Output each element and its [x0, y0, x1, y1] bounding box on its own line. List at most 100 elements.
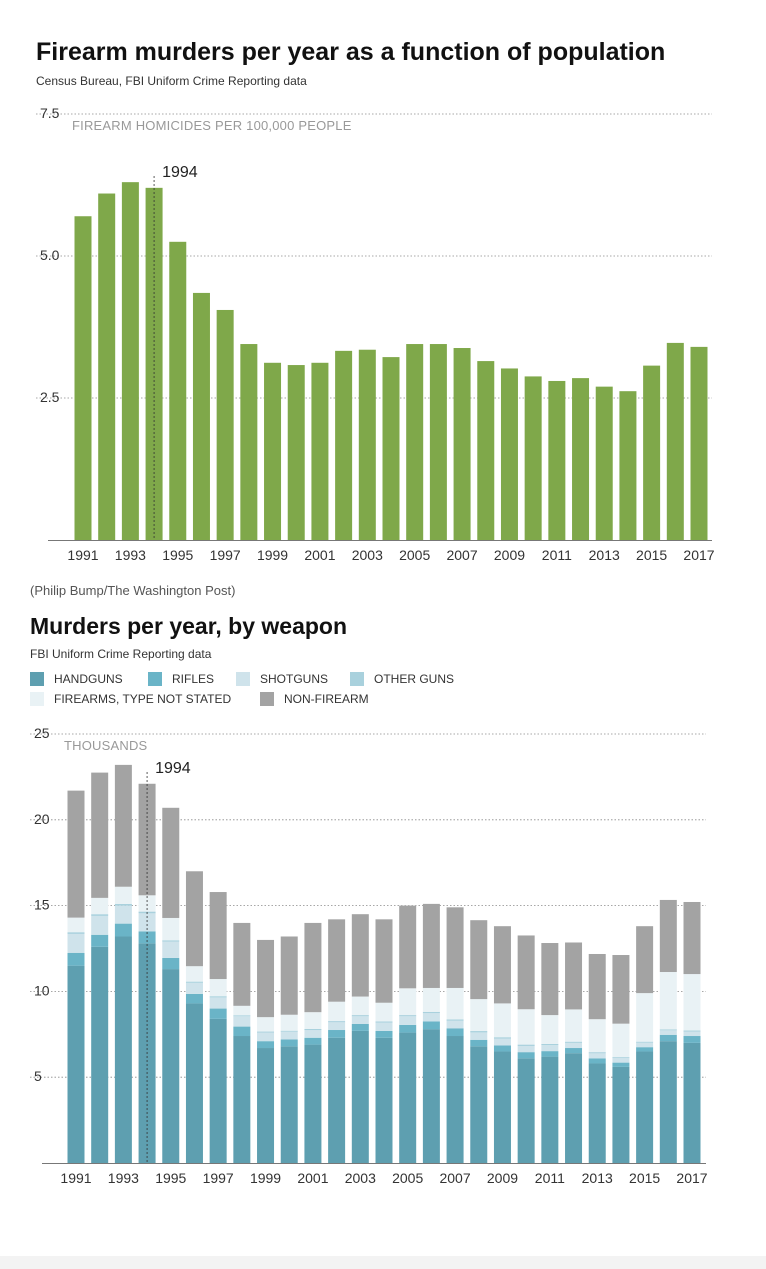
bar-segment	[233, 1015, 251, 1017]
bar-segment	[565, 1042, 583, 1049]
bar-segment	[470, 920, 488, 1000]
bar-segment	[375, 1030, 393, 1038]
y-tick-label: 2.5	[40, 389, 60, 405]
bar-segment	[351, 996, 369, 1016]
bar-segment	[67, 933, 85, 953]
x-tick-label: 1999	[257, 547, 288, 563]
chart2-title: Murders per year, by weapon	[30, 613, 348, 639]
footer-band	[0, 1256, 766, 1269]
bar-segment	[636, 926, 654, 994]
bar-segment	[612, 1058, 630, 1063]
y-tick-label: 5.0	[40, 247, 60, 263]
x-tick-label: 2013	[589, 547, 620, 563]
legend-label: HANDGUNS	[54, 672, 123, 686]
bar-segment	[280, 1030, 298, 1032]
y-tick-label: 25	[34, 725, 50, 741]
bar-segment	[659, 899, 677, 973]
bar-segment	[304, 1028, 322, 1031]
bar-segment	[67, 952, 85, 966]
bar	[121, 182, 139, 540]
annotation-label: 1994	[162, 164, 198, 181]
bar	[643, 365, 661, 540]
bar-segment	[659, 1034, 677, 1042]
x-tick-label: 2013	[582, 1170, 613, 1186]
legend-label: FIREARMS, TYPE NOT STATED	[54, 692, 232, 706]
bar	[358, 349, 376, 540]
bar-segment	[446, 907, 464, 988]
bar-segment	[541, 1056, 559, 1163]
bar	[335, 350, 353, 540]
bar-segment	[636, 1041, 654, 1043]
bar-segment	[162, 940, 180, 942]
bar-segment	[209, 892, 227, 980]
bar-segment	[114, 905, 132, 924]
bar-segment	[659, 1029, 677, 1031]
legend-item: HANDGUNS	[30, 672, 123, 686]
legend-label: SHOTGUNS	[260, 672, 329, 686]
bar-segment	[138, 913, 156, 932]
bar-segment	[422, 903, 440, 988]
bar-segment	[162, 807, 180, 918]
x-tick-label: 2001	[297, 1170, 328, 1186]
bar-segment	[114, 903, 132, 906]
bar-segment	[304, 922, 322, 1013]
bar-segment	[422, 1021, 440, 1030]
bar-segment	[493, 1038, 511, 1046]
bar-segment	[114, 923, 132, 937]
x-tick-label: 2003	[345, 1170, 376, 1186]
legend-swatch	[260, 692, 274, 706]
bar-segment	[517, 935, 535, 1010]
bar-segment	[493, 1051, 511, 1163]
bar-segment	[114, 936, 132, 1163]
legend-item: OTHER GUNS	[350, 672, 454, 686]
legend-swatch	[148, 672, 162, 686]
bar	[406, 344, 424, 540]
bar-segment	[328, 1021, 346, 1023]
bar-segment	[91, 934, 109, 947]
bar-segment	[541, 1043, 559, 1046]
bar-segment	[565, 942, 583, 1010]
bar-segment	[375, 1022, 393, 1031]
bar	[453, 348, 471, 540]
annotation-label: 1994	[155, 760, 191, 777]
y-axis-label: FIREARM HOMICIDES PER 100,000 PEOPLE	[72, 118, 352, 133]
bar	[500, 368, 518, 540]
bar-segment	[470, 1031, 488, 1033]
x-tick-label: 1991	[67, 547, 98, 563]
chart1-credit: (Philip Bump/The Washington Post)	[30, 583, 236, 598]
x-tick-label: 2007	[446, 547, 477, 563]
chart2-plot: 5 10 15 20 25 THOUSANDS 1991 1993 1995 1997 1999 20…	[30, 725, 708, 1186]
bar-segment	[541, 943, 559, 1016]
x-tick-label: 1993	[108, 1170, 139, 1186]
bar	[382, 357, 400, 540]
x-tick-label: 1995	[162, 547, 193, 563]
bar-segment	[683, 974, 701, 1031]
bar-segment	[659, 1030, 677, 1035]
bar-segment	[683, 1036, 701, 1043]
bar-segment	[162, 917, 180, 941]
bar-segment	[399, 1024, 417, 1033]
bar	[216, 309, 234, 540]
bar	[429, 344, 447, 540]
bar-segment	[446, 1036, 464, 1163]
bar-segment	[399, 1016, 417, 1025]
legend-item: SHOTGUNS	[236, 672, 328, 686]
bar	[74, 216, 92, 541]
bar-segment	[328, 919, 346, 1002]
y-tick-label: 10	[34, 982, 50, 998]
x-tick-label: 2009	[487, 1170, 518, 1186]
bar-segment	[328, 1030, 346, 1038]
bar-segment	[67, 790, 85, 918]
bar-segment	[257, 1048, 275, 1163]
bar-segment	[185, 982, 203, 994]
bar-segment	[612, 1066, 630, 1163]
chart1-subtitle: Census Bureau, FBI Uniform Crime Reporti…	[36, 74, 307, 88]
bar-segment	[351, 1030, 369, 1163]
bar-segment	[91, 946, 109, 1163]
legend-swatch	[236, 672, 250, 686]
bar-segment	[67, 965, 85, 1163]
bar-segment	[541, 1015, 559, 1044]
bar	[264, 362, 282, 540]
bar	[240, 344, 258, 540]
bar	[524, 376, 542, 540]
